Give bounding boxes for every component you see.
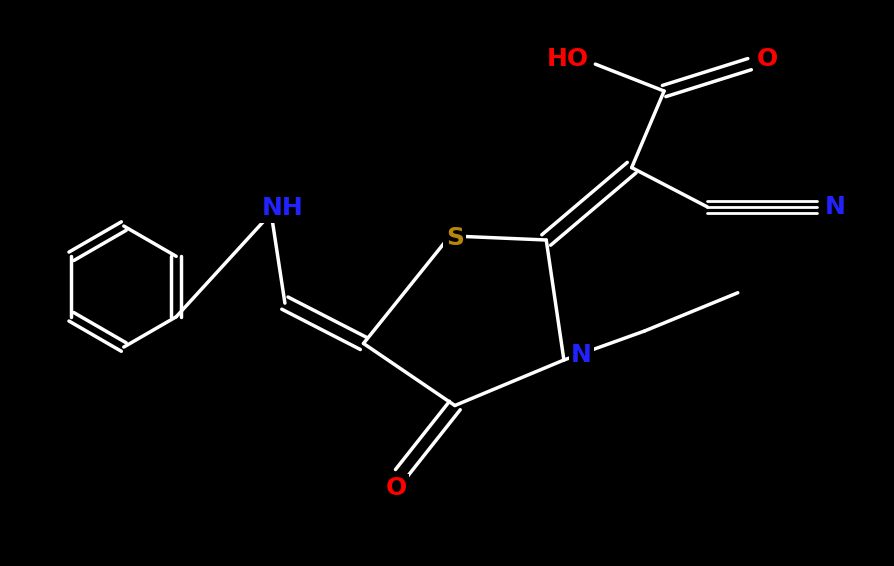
Text: O: O	[756, 47, 778, 71]
Text: NH: NH	[262, 196, 304, 220]
Text: S: S	[446, 226, 464, 250]
Text: N: N	[571, 343, 592, 367]
Text: N: N	[824, 195, 846, 219]
Text: HO: HO	[547, 47, 589, 71]
Text: O: O	[385, 477, 407, 500]
